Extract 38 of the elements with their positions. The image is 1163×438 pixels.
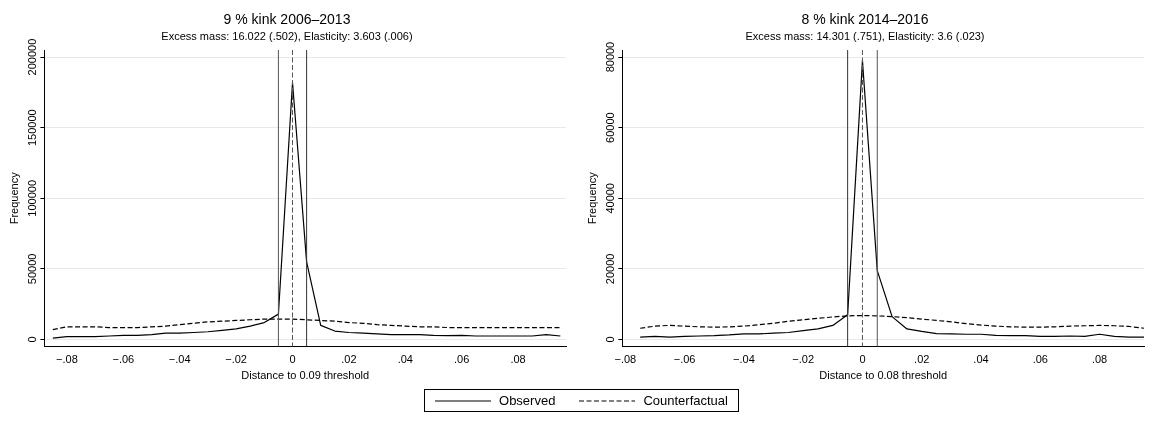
x-tick-label: −.06 bbox=[673, 353, 696, 366]
x-tick-label: .02 bbox=[341, 353, 357, 366]
x-tick-label: −.08 bbox=[56, 353, 78, 366]
x-tick-label: .08 bbox=[510, 353, 526, 366]
chart-title: 8 % kink 2014–2016 bbox=[801, 11, 929, 28]
x-tick-label: .06 bbox=[454, 353, 470, 366]
y-tick-label: 150000 bbox=[25, 109, 38, 147]
y-axis-title: Frequency bbox=[7, 171, 20, 225]
y-tick-label: 40000 bbox=[603, 183, 616, 214]
y-tick-label: 20000 bbox=[603, 253, 616, 285]
x-tick-label: −.02 bbox=[792, 353, 815, 366]
x-axis-title: Distance to 0.09 threshold bbox=[241, 369, 370, 382]
legend-label: Counterfactual bbox=[643, 393, 728, 408]
x-tick-label: −.04 bbox=[168, 353, 191, 366]
y-tick-label: 200000 bbox=[25, 38, 38, 76]
chart-subtitle: Excess mass: 14.301 (.751), Elasticity: 3.6 (.023) bbox=[745, 30, 985, 43]
x-tick-label: 0 bbox=[289, 353, 296, 366]
y-tick-label: 60000 bbox=[603, 112, 616, 143]
x-axis-title: Distance to 0.08 threshold bbox=[819, 369, 948, 382]
y-tick-label: 100000 bbox=[25, 179, 38, 217]
x-tick-label: −.06 bbox=[112, 353, 135, 366]
x-tick-label: .08 bbox=[1091, 353, 1108, 366]
x-tick-label: 0 bbox=[859, 353, 866, 366]
x-tick-label: .04 bbox=[397, 353, 413, 366]
y-tick-label: 50000 bbox=[25, 253, 38, 285]
x-tick-label: −.08 bbox=[614, 353, 637, 366]
y-axis-title: Frequency bbox=[585, 171, 598, 225]
x-tick-label: .02 bbox=[914, 353, 930, 366]
y-tick-label: 0 bbox=[603, 336, 616, 343]
chart-subtitle: Excess mass: 16.022 (.502), Elasticity: 3.603 (.006) bbox=[161, 30, 413, 43]
y-tick-label: 80000 bbox=[603, 41, 616, 73]
x-tick-label: .06 bbox=[1032, 353, 1048, 366]
chart-title: 9 % kink 2006–2013 bbox=[223, 11, 351, 28]
x-tick-label: .04 bbox=[973, 353, 989, 366]
x-tick-label: −.02 bbox=[225, 353, 247, 366]
y-tick-label: 0 bbox=[25, 336, 38, 343]
x-tick-label: −.04 bbox=[733, 353, 755, 366]
legend-label: Observed bbox=[499, 393, 556, 408]
